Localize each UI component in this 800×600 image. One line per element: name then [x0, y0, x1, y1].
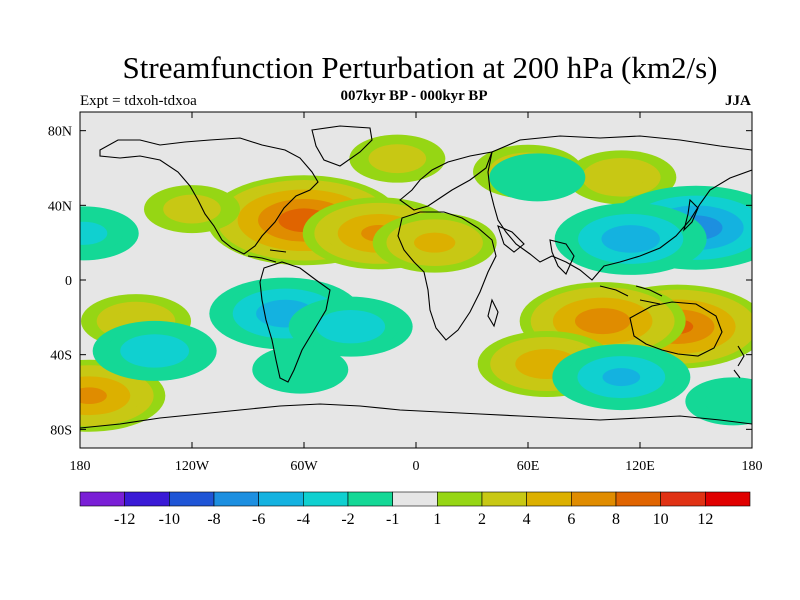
experiment-label: Expt = tdxoh-tdxoa: [80, 93, 197, 109]
colorbar-swatch: [615, 491, 661, 507]
streamfunction-field: [80, 134, 752, 432]
colorbar-label: -1: [386, 511, 399, 528]
field-anomaly: [92, 320, 217, 381]
field-contour-level: [586, 313, 620, 329]
field-contour-level: [80, 221, 108, 245]
coast-north-america: [99, 137, 319, 255]
field-anomaly: [144, 185, 240, 234]
colorbar-label: 2: [478, 511, 486, 528]
colorbar-swatch: [481, 491, 527, 507]
field-contour-level: [330, 316, 372, 337]
plot-title: Streamfunction Perturbation at 200 hPa (…: [122, 50, 718, 85]
colorbar-label: 12: [697, 511, 713, 528]
field-contour-level: [613, 230, 649, 248]
field-contour-level: [704, 386, 752, 416]
coast-madagascar: [487, 298, 499, 328]
y-tick-label: 80N: [48, 125, 72, 140]
colorbar-swatch: [660, 491, 706, 507]
colorbar-label: -4: [297, 511, 310, 528]
field-anomaly: [372, 212, 497, 273]
coast-japan: [682, 198, 699, 232]
field-contour-level: [163, 194, 221, 224]
x-tick-label: 60W: [290, 459, 318, 474]
field-anomaly: [288, 296, 413, 357]
colorbar-label: 1: [433, 511, 441, 528]
coastlines: [80, 125, 752, 429]
y-tick-label: 0: [65, 274, 72, 289]
colorbar-label: -2: [341, 511, 354, 528]
colorbar-swatch: [392, 491, 438, 507]
colorbar-swatch: [303, 491, 349, 507]
coast-new-zealand: [733, 345, 745, 379]
field-contour-level: [414, 232, 456, 253]
coast-caribbean: [247, 249, 287, 263]
colorbar-swatch: [124, 491, 170, 507]
field-contour-level: [508, 162, 567, 192]
field-contour-level: [368, 144, 427, 174]
colorbar-swatch: [347, 491, 393, 507]
colorbar-swatch: [571, 491, 617, 507]
coast-asia: [487, 135, 752, 281]
coast-antarctica: [80, 403, 752, 429]
coast-arabia: [497, 225, 525, 253]
colorbar-swatch: [526, 491, 572, 507]
field-contour-level: [80, 387, 107, 405]
colorbar-label: -8: [207, 511, 220, 528]
field-contour-level: [271, 355, 330, 384]
coast-indonesia: [599, 285, 663, 305]
field-anomaly: [552, 344, 691, 411]
field-contour-level: [597, 165, 645, 189]
map-axes: 180 120W 60W 0 60E 120E 180 80N 40N 0 40S 80S: [48, 112, 763, 474]
x-tick-label: 60E: [517, 459, 540, 474]
colorbar: -12 -10 -8 -6 -4 -2 -1 1 2 4 6 8 10 12: [79, 491, 751, 528]
colorbar-label: -6: [252, 511, 265, 528]
y-tick-label: 40N: [48, 199, 72, 214]
field-anomaly: [349, 134, 446, 183]
season-label: JJA: [725, 93, 751, 109]
colorbar-swatch: [79, 491, 125, 507]
coast-south-america: [259, 261, 331, 383]
field-contour-level: [602, 368, 641, 387]
colorbar-label: 6: [567, 511, 575, 528]
y-tick-label: 40S: [50, 349, 72, 364]
field-contour-level: [134, 340, 176, 361]
coast-greenland: [311, 125, 373, 167]
colorbar-swatch: [258, 491, 304, 507]
coast-australia: [629, 301, 723, 357]
colorbar-label: -12: [114, 511, 135, 528]
colorbar-swatch: [213, 491, 259, 507]
y-tick-label: 80S: [50, 423, 72, 438]
coast-europe: [399, 151, 493, 211]
colorbar-label: -10: [159, 511, 180, 528]
colorbar-swatch: [705, 491, 751, 507]
x-tick-label: 180: [70, 459, 91, 474]
colorbar-label: 4: [523, 511, 531, 528]
field-anomaly: [252, 345, 349, 394]
field-anomaly: [80, 206, 139, 261]
x-tick-label: 180: [742, 459, 763, 474]
x-tick-label: 120E: [625, 459, 655, 474]
colorbar-swatch: [169, 491, 215, 507]
field-anomaly: [80, 359, 166, 432]
x-tick-label: 0: [413, 459, 420, 474]
colorbar-label: 8: [612, 511, 620, 528]
coast-india: [549, 239, 575, 275]
coast-africa: [397, 211, 497, 341]
field-anomaly: [566, 150, 677, 205]
field-anomaly: [685, 377, 752, 426]
x-tick-label: 120W: [175, 459, 210, 474]
field-anomaly: [554, 202, 707, 275]
field-anomaly: [489, 153, 586, 202]
map-panel: [79, 111, 753, 449]
plot-subtitle: 007kyr BP - 000kyr BP: [340, 88, 488, 104]
colorbar-label: 10: [653, 511, 669, 528]
colorbar-swatch: [437, 491, 483, 507]
